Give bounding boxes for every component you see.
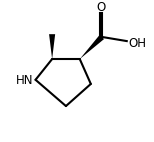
Text: O: O (97, 1, 106, 14)
Text: HN: HN (16, 74, 33, 87)
Polygon shape (80, 35, 104, 59)
Text: OH: OH (128, 37, 146, 50)
Polygon shape (49, 34, 55, 59)
